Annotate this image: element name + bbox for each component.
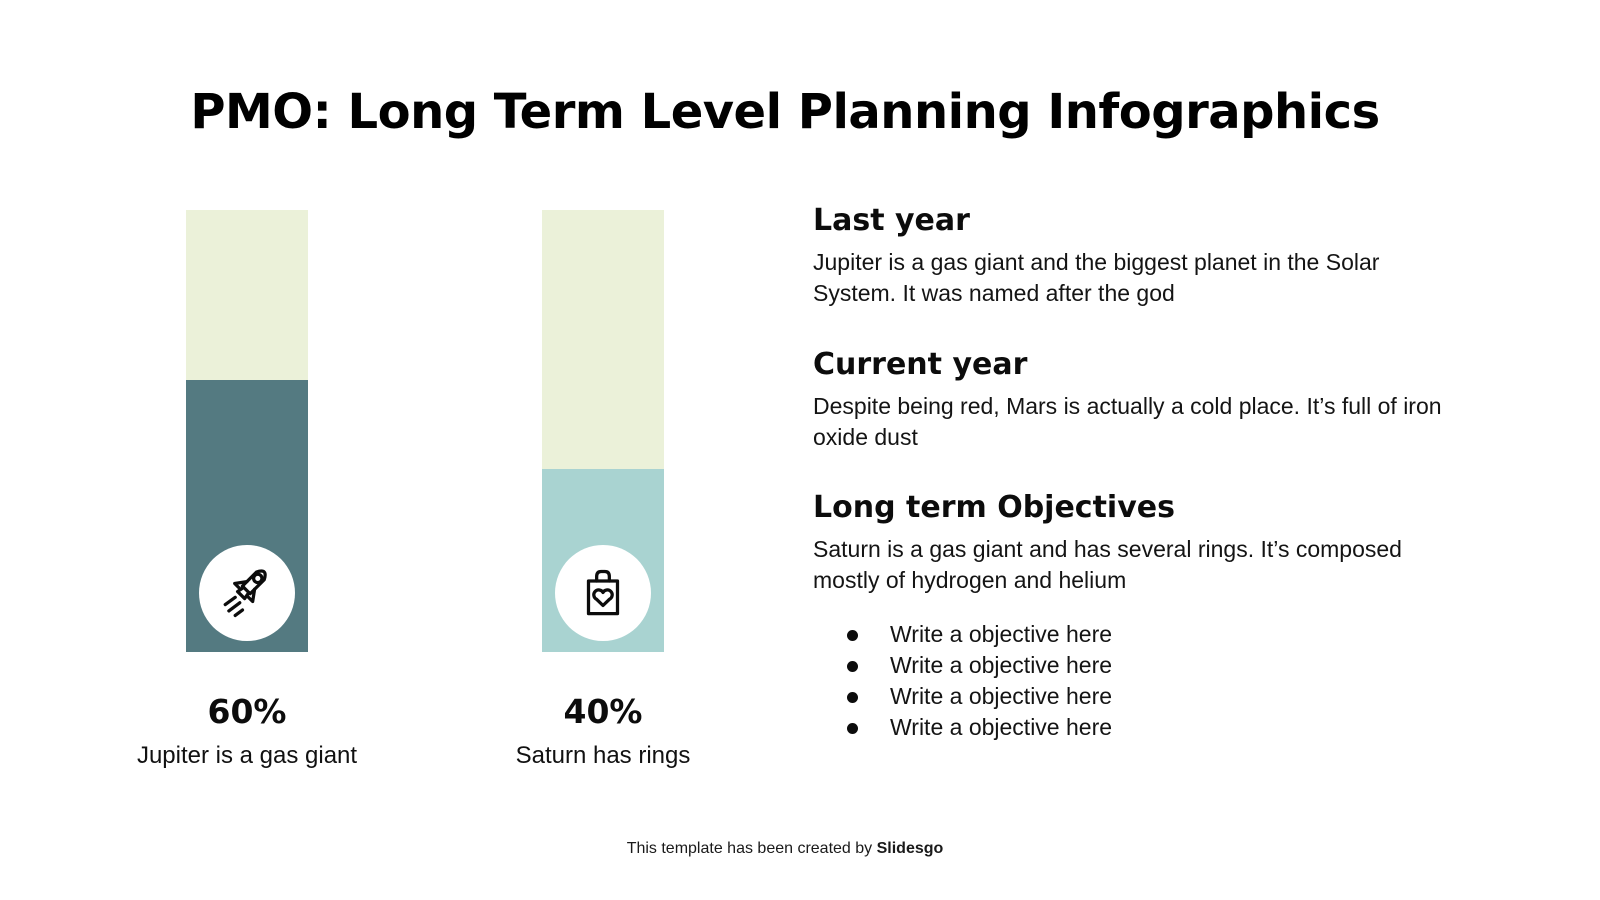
section-long-term-objectives: Long term Objectives Saturn is a gas gia… [813,490,1453,744]
page-title: PMO: Long Term Level Planning Infographi… [190,84,1380,140]
bar-jupiter-caption: Jupiter is a gas giant [136,742,358,769]
objective-item: Write a objective here [813,681,1453,712]
section-current-year-heading: Current year [813,346,1028,382]
bar-saturn [542,210,664,652]
bar-saturn-caption: Saturn has rings [515,742,691,769]
bar-jupiter-icon-circle [199,545,295,641]
rocket-icon [218,562,276,625]
section-current-year-body: Despite being red, Mars is actually a co… [813,392,1442,450]
bar-jupiter [186,210,308,652]
footer-credit: This template has been created by Slides… [0,840,1570,858]
text-column: Last year Jupiter is a gas giant and the… [813,203,1453,744]
section-last-year-body: Jupiter is a gas giant and the biggest p… [813,249,1380,307]
bar-saturn-label: 40% Saturn has rings [443,692,763,770]
objective-list: Write a objective here Write a objective… [813,619,1453,744]
section-current-year: Current year Despite being red, Mars is … [813,347,1453,454]
bar-jupiter-label: 60% Jupiter is a gas giant [87,692,407,770]
footer-brand: Slidesgo [876,840,944,857]
bar-saturn-icon-circle [555,545,651,641]
bar-jupiter-percent: 60% [207,692,287,731]
shopping-bag-heart-icon [574,562,632,625]
section-long-term-objectives-heading: Long term Objectives [813,490,1175,526]
section-last-year: Last year Jupiter is a gas giant and the… [813,203,1453,310]
objective-item: Write a objective here [813,712,1453,743]
section-last-year-heading: Last year [813,203,970,238]
footer-credit-text: This template has been created by [626,840,877,857]
objective-item: Write a objective here [813,619,1453,650]
objective-item: Write a objective here [813,650,1453,681]
bar-saturn-percent: 40% [563,692,643,731]
section-long-term-objectives-body: Saturn is a gas giant and has several ri… [813,536,1402,594]
